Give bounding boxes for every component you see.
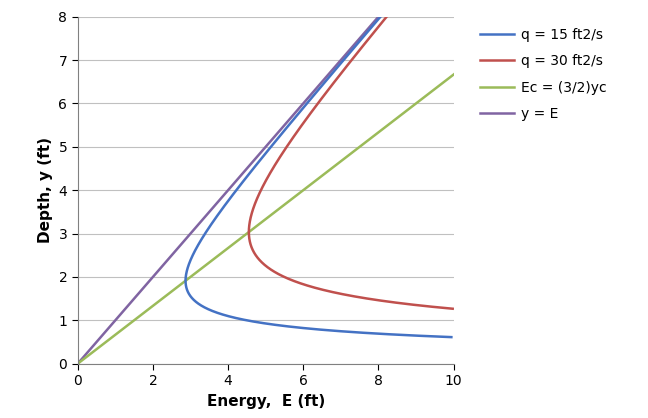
Ec = (3/2)yc — [514, 23, 522, 28]
y = E — [237, 173, 244, 178]
y = E — [74, 361, 82, 366]
q = 30 ft2/s — [333, 76, 341, 81]
Ec = (3/2)yc — [288, 196, 296, 201]
Ec = (3/2)yc — [74, 361, 82, 366]
Line: q = 15 ft2/s: q = 15 ft2/s — [185, 17, 452, 337]
X-axis label: Energy,  E (ft): Energy, E (ft) — [207, 394, 325, 409]
q = 15 ft2/s — [373, 18, 381, 23]
y = E — [216, 196, 224, 201]
q = 30 ft2/s — [383, 14, 391, 19]
Ec = (3/2)yc — [318, 173, 326, 178]
q = 15 ft2/s — [298, 107, 306, 112]
y = E — [375, 14, 382, 19]
Legend: q = 15 ft2/s, q = 30 ft2/s, Ec = (3/2)yc, y = E: q = 15 ft2/s, q = 30 ft2/s, Ec = (3/2)yc… — [476, 24, 611, 125]
q = 30 ft2/s — [279, 151, 286, 156]
y = E — [320, 77, 328, 82]
Ec = (3/2)yc — [291, 194, 299, 199]
y = E — [367, 23, 375, 28]
Line: q = 30 ft2/s: q = 30 ft2/s — [249, 17, 453, 309]
q = 15 ft2/s — [268, 143, 276, 148]
Ec = (3/2)yc — [342, 155, 350, 160]
Line: y = E: y = E — [78, 17, 378, 364]
q = 15 ft2/s — [242, 318, 250, 323]
q = 15 ft2/s — [255, 159, 263, 164]
q = 30 ft2/s — [354, 50, 362, 55]
Ec = (3/2)yc — [525, 14, 533, 19]
q = 30 ft2/s — [449, 306, 457, 311]
q = 15 ft2/s — [448, 335, 456, 340]
q = 30 ft2/s — [345, 61, 353, 66]
y = E — [218, 194, 226, 199]
q = 15 ft2/s — [376, 14, 384, 19]
Ec = (3/2)yc — [443, 77, 451, 82]
Line: Ec = (3/2)yc: Ec = (3/2)yc — [78, 17, 529, 364]
q = 30 ft2/s — [352, 53, 360, 58]
q = 15 ft2/s — [206, 224, 214, 229]
q = 30 ft2/s — [358, 45, 366, 50]
Y-axis label: Depth, y (ft): Depth, y (ft) — [38, 137, 53, 243]
y = E — [253, 155, 260, 160]
